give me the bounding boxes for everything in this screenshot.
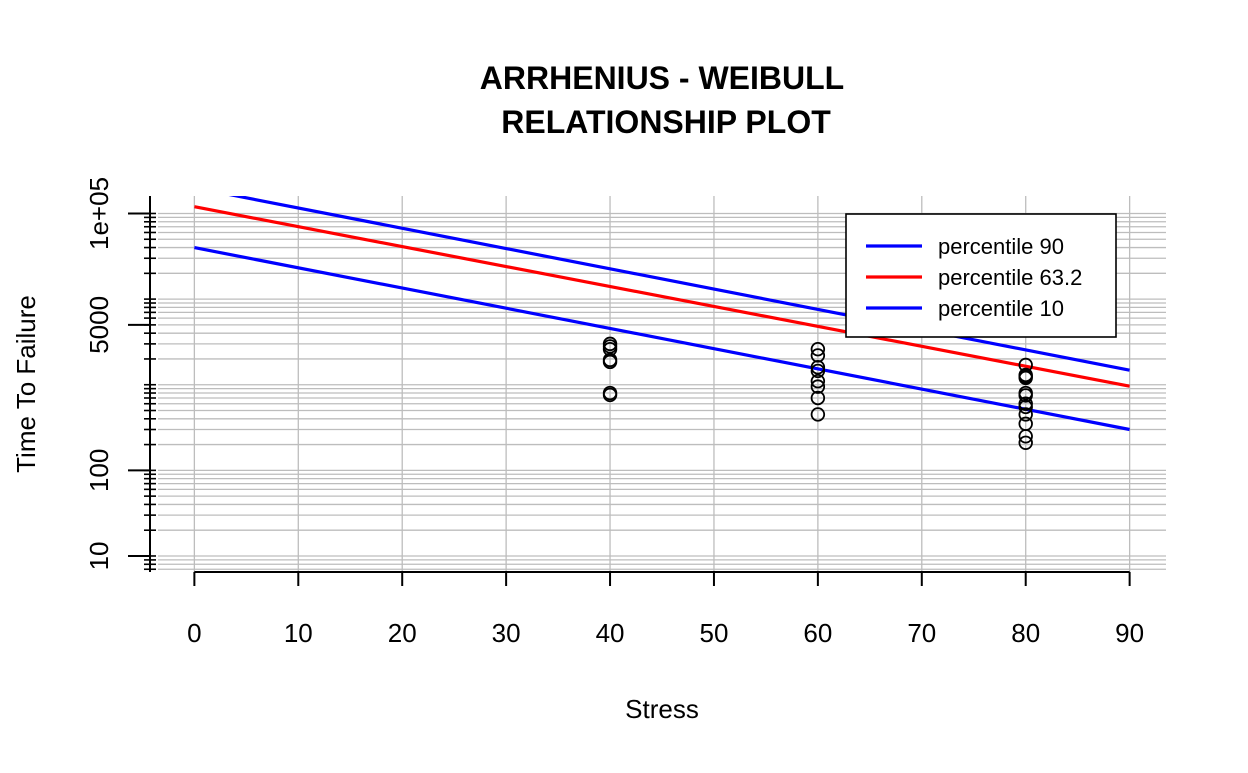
x-tick-label: 40	[596, 618, 625, 648]
y-tick-label: 5000	[84, 296, 114, 354]
y-tick-label: 100	[84, 449, 114, 492]
chart-title-line-2: RELATIONSHIP PLOT	[501, 104, 831, 140]
series-line-3	[194, 246, 1130, 432]
x-tick-label: 70	[907, 618, 936, 648]
legend-label: percentile 63.2	[938, 265, 1082, 290]
data-point	[810, 341, 826, 357]
legend-label: percentile 90	[938, 234, 1064, 259]
x-tick-label: 90	[1115, 618, 1144, 648]
data-point	[1018, 429, 1033, 444]
data-point	[1018, 388, 1033, 403]
data-point	[1018, 435, 1033, 450]
data-point	[602, 387, 618, 403]
data-point	[810, 360, 826, 375]
x-tick-label: 60	[803, 618, 832, 648]
legend-label: percentile 10	[938, 296, 1064, 321]
x-tick-label: 20	[388, 618, 417, 648]
legend: percentile 90 percentile 63.2 percentile 1…	[845, 213, 1117, 338]
chart-title-line-1: ARRHENIUS - WEIBULL	[480, 60, 844, 96]
data-point	[1018, 370, 1033, 386]
x-axis-label: Stress	[625, 694, 699, 724]
x-tick-label: 0	[187, 618, 201, 648]
data-point	[810, 373, 826, 389]
data-point	[1018, 399, 1033, 415]
y-tick-label: 10	[84, 542, 114, 571]
axis-layer: 0 10 20 30 40 50 60 70 80 90 10 100 5000 1e+05	[84, 177, 1144, 648]
x-tick-label: 10	[284, 618, 313, 648]
points-layer	[602, 336, 1033, 450]
x-tick-label: 30	[492, 618, 521, 648]
series-layer	[194, 196, 1130, 432]
data-point	[810, 390, 826, 406]
y-axis-label: Time To Failure	[11, 295, 41, 473]
series-line-1	[228, 196, 1130, 372]
y-tick-label: 1e+05	[84, 177, 114, 250]
data-point	[602, 354, 618, 370]
data-point	[810, 363, 826, 379]
data-point	[810, 379, 826, 394]
x-tick-label: 50	[699, 618, 728, 648]
data-point	[810, 407, 826, 422]
data-point	[1018, 407, 1033, 422]
x-tick-label: 80	[1011, 618, 1040, 648]
series-line-2	[194, 205, 1130, 388]
